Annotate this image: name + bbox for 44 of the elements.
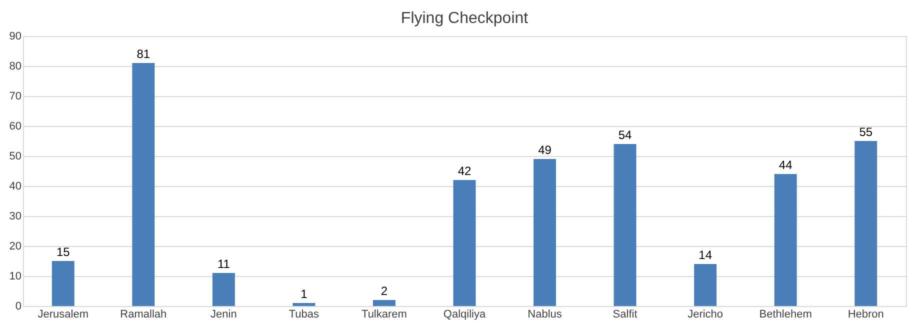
- bar: [212, 273, 235, 306]
- x-tick-label: Qalqiliya: [443, 308, 486, 320]
- y-tick-label: 80: [9, 60, 22, 72]
- data-label: 55: [859, 125, 873, 139]
- bar: [453, 180, 476, 306]
- data-label: 1: [300, 287, 308, 301]
- data-label: 54: [618, 128, 632, 142]
- bar: [52, 261, 74, 306]
- bar: [614, 144, 636, 306]
- y-tick-label: 50: [9, 150, 22, 162]
- x-tick-label: Jerusalem: [38, 308, 89, 320]
- data-label: 11: [217, 257, 230, 271]
- y-tick-label: 40: [9, 180, 22, 192]
- x-tick-label: Salfit: [612, 308, 638, 320]
- x-tick-label: Hebron: [848, 308, 884, 320]
- x-tick-label: Tulkarem: [362, 308, 407, 320]
- x-tick-label: Bethlehem: [759, 308, 812, 320]
- bar: [694, 264, 717, 306]
- y-tick-label: 30: [9, 210, 22, 222]
- x-tick-label: Tubas: [288, 308, 320, 320]
- bar: [292, 303, 316, 306]
- data-label: 15: [56, 245, 70, 259]
- y-tick-label: 0: [15, 300, 22, 312]
- chart-title: Flying Checkpoint: [400, 10, 529, 27]
- data-label: 81: [136, 47, 150, 61]
- bar: [534, 159, 556, 306]
- bar: [132, 63, 155, 306]
- bar: [854, 141, 878, 306]
- y-tick-label: 10: [9, 270, 22, 282]
- y-tick-label: 60: [9, 120, 22, 132]
- data-label: 42: [458, 164, 472, 178]
- data-label: 49: [538, 143, 552, 157]
- data-label: 14: [698, 248, 712, 262]
- y-tick-label: 90: [9, 30, 22, 42]
- data-label: 44: [778, 158, 793, 172]
- y-tick-label: 20: [9, 240, 22, 252]
- bar: [372, 300, 396, 306]
- x-tick-label: Ramallah: [120, 308, 167, 320]
- x-tick-label: Jenin: [210, 308, 237, 320]
- x-tick-label: Jericho: [688, 308, 724, 320]
- data-label: 2: [380, 284, 388, 298]
- bar: [774, 174, 797, 306]
- y-tick-label: 70: [9, 90, 22, 102]
- x-tick-label: Nablus: [528, 308, 562, 320]
